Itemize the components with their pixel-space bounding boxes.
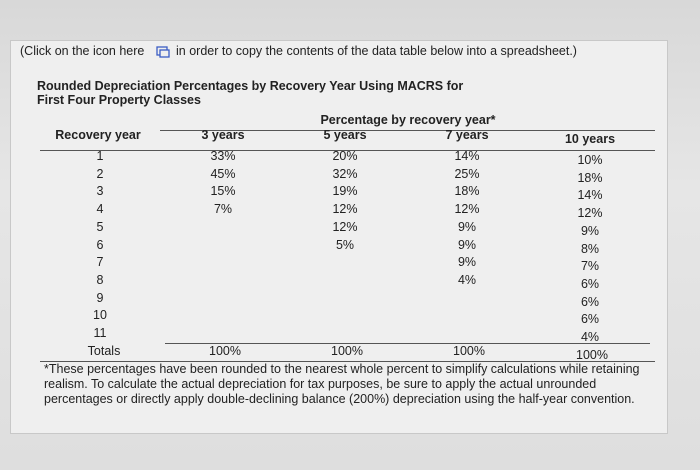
cell: 25% [454,166,480,181]
cell: 8% [580,241,600,256]
cell: 6% [580,276,600,291]
cell: 12% [577,206,603,221]
row-label: 11 [93,326,107,340]
total: 100% [331,344,363,358]
cell: 14% [577,188,603,203]
column-header: Recovery year [55,128,141,142]
row-label: 6 [96,237,104,252]
cell: 45% [210,166,236,181]
cell: 12% [454,202,480,217]
rule [165,343,650,344]
cell: 9% [457,255,477,270]
cell: 15% [210,184,236,199]
row-label: 8 [96,272,104,287]
cell: 12% [332,219,358,234]
total: 100% [576,348,608,362]
cell: 4% [580,330,600,344]
cell: 9% [457,219,477,234]
row-label: 10 [93,308,107,323]
table-title: Rounded Depreciation Percentages by Reco… [37,79,464,93]
cell: 7% [213,202,233,217]
panel [10,40,668,434]
row-label: 1 [96,149,104,163]
instruction: in order to copy the contents of the dat… [176,44,577,58]
column-header: 3 years [201,128,245,142]
rule [40,361,655,362]
row-label: 4 [96,202,104,217]
copy-icon[interactable] [156,46,170,58]
cell: 33% [210,149,236,163]
column-header: 7 years [445,128,489,142]
cell: 32% [332,166,358,181]
cell: 7% [580,259,600,274]
cell: 18% [454,184,480,199]
cell: 20% [332,149,358,163]
cell: 19% [332,184,358,199]
cell: 10% [577,153,603,167]
cell: 14% [454,149,480,163]
rule [160,130,655,131]
total: 100% [453,344,485,358]
cell: 6% [580,312,600,327]
row-label: 5 [96,219,104,234]
row-label: 2 [96,166,104,181]
cell: 9% [457,237,477,252]
row-label: 3 [96,184,104,199]
cell: 4% [457,272,477,287]
group-header: Percentage by recovery year* [320,113,496,127]
cell: 9% [580,223,600,238]
row-label: 7 [96,255,104,270]
cell: 6% [580,294,600,309]
row-label: 9 [96,290,104,305]
table-title: First Four Property Classes [37,93,201,107]
column-header: 5 years [323,128,367,142]
rule [40,150,655,151]
cell: 12% [332,202,358,217]
footnote: *These percentages have been rounded to … [44,362,640,406]
total: 100% [209,344,241,358]
instruction: (Click on the icon here [20,44,145,58]
column-header: 10 years [564,132,616,146]
cell: 18% [577,170,603,185]
cell: 5% [335,237,355,252]
totals-label: Totals [87,344,121,358]
